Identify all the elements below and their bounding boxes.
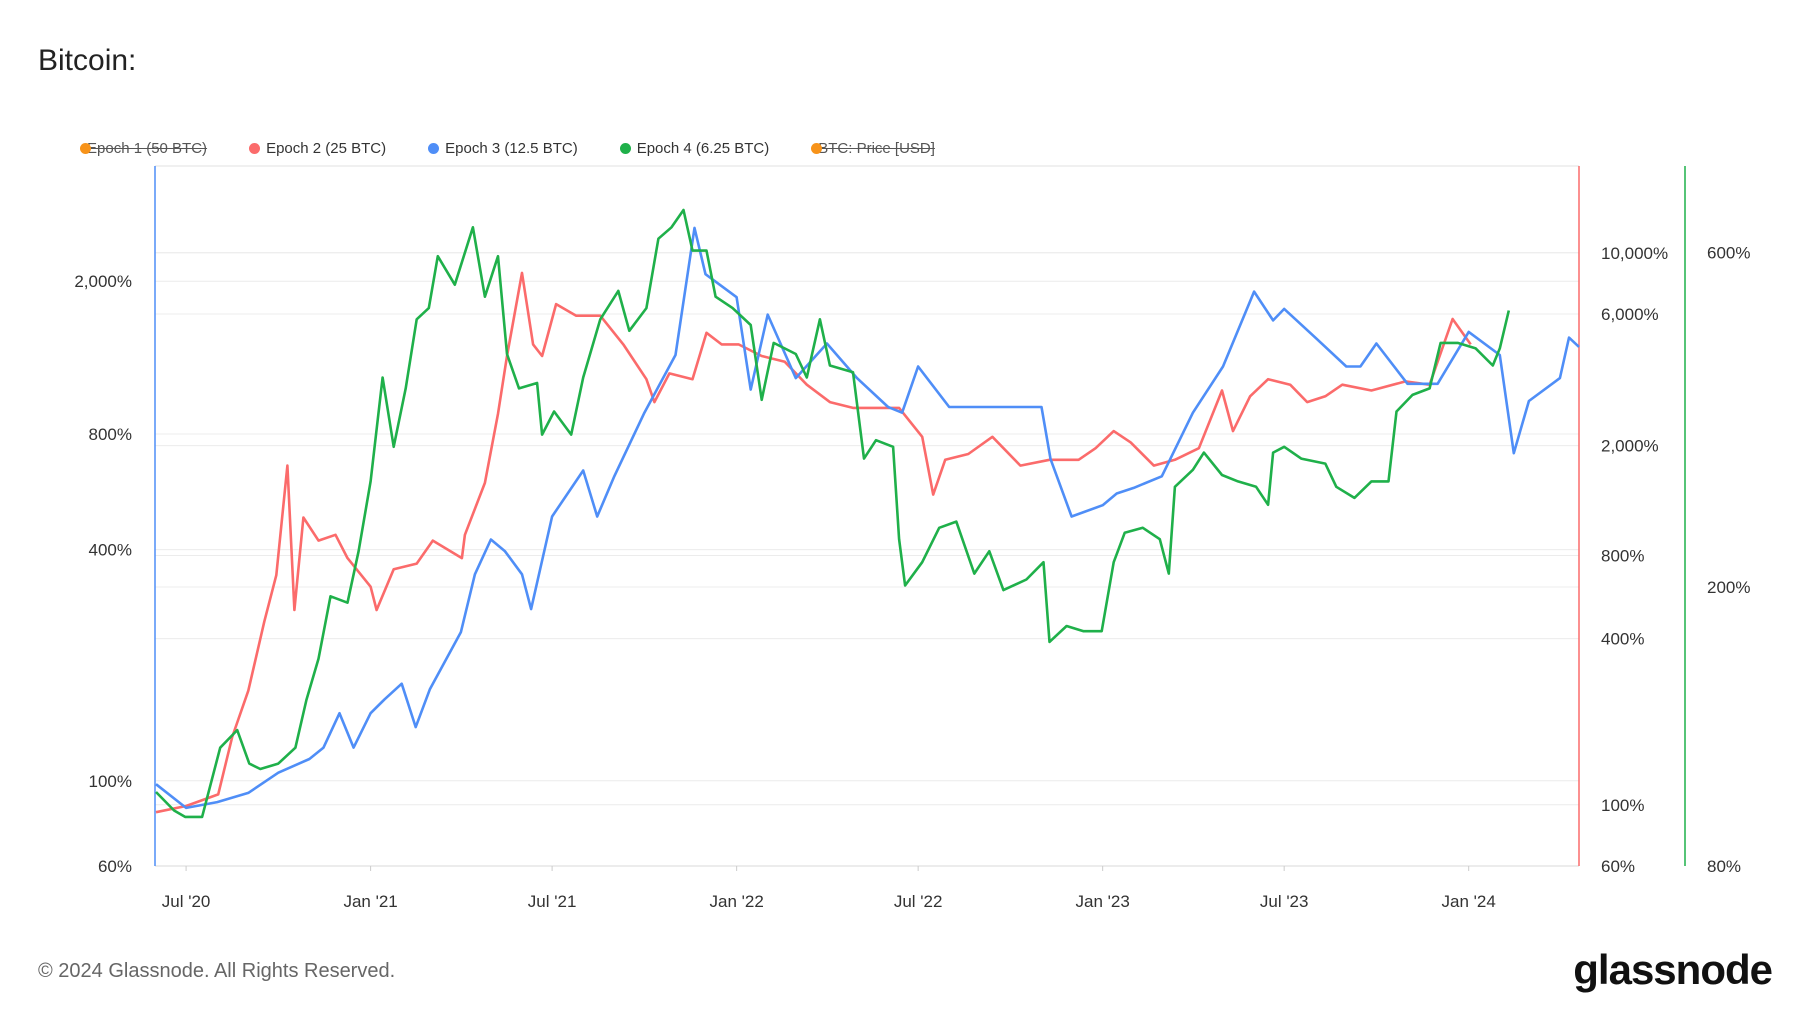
legend-item-epoch-4[interactable]: Epoch 4 (6.25 BTC) bbox=[619, 140, 769, 157]
x-tick-label: Jan '23 bbox=[1076, 892, 1130, 911]
legend-item-epoch-2[interactable]: Epoch 2 (25 BTC) bbox=[249, 140, 386, 157]
x-tick-label: Jul '22 bbox=[894, 892, 943, 911]
right2-tick-label: 600% bbox=[1707, 244, 1750, 263]
left-tick-label: 800% bbox=[89, 425, 132, 444]
x-tick-label: Jul '20 bbox=[162, 892, 211, 911]
right-tick-label: 2,000% bbox=[1601, 437, 1659, 456]
legend-dot-icon bbox=[811, 143, 823, 154]
legend-dot-icon bbox=[619, 143, 631, 154]
left-tick-label: 100% bbox=[89, 772, 132, 791]
legend: Epoch 1 (50 BTC) Epoch 2 (25 BTC) Epoch … bbox=[80, 140, 977, 157]
legend-item-btc-price[interactable]: BTC: Price [USD] bbox=[811, 140, 935, 157]
right-tick-label: 6,000% bbox=[1601, 305, 1659, 324]
legend-item-epoch-3[interactable]: Epoch 3 (12.5 BTC) bbox=[428, 140, 578, 157]
right2-tick-label: 80% bbox=[1707, 857, 1741, 876]
x-tick-label: Jan '22 bbox=[709, 892, 763, 911]
legend-item-epoch-1[interactable]: Epoch 1 (50 BTC) bbox=[80, 140, 207, 157]
copyright-footer: © 2024 Glassnode. All Rights Reserved. bbox=[38, 960, 396, 982]
glassnode-logo: glassnode bbox=[1573, 946, 1773, 993]
legend-dot-icon bbox=[80, 143, 91, 154]
x-tick-label: Jul '21 bbox=[528, 892, 577, 911]
right2-tick-label: 200% bbox=[1707, 578, 1750, 597]
left-tick-label: 400% bbox=[89, 541, 132, 560]
x-tick-label: Jan '24 bbox=[1442, 892, 1496, 911]
series-line-epoch-4-6-25-btc bbox=[155, 208, 1511, 819]
legend-dot-icon bbox=[249, 143, 261, 154]
right-tick-label: 10,000% bbox=[1601, 244, 1668, 263]
right-tick-label: 400% bbox=[1601, 630, 1644, 649]
legend-dot-icon bbox=[428, 143, 440, 154]
series-line-epoch-3-12-5-btc bbox=[155, 226, 1580, 810]
left-tick-label: 2,000% bbox=[74, 272, 132, 291]
left-tick-label: 60% bbox=[98, 857, 132, 876]
series-line-epoch-2-25-btc bbox=[155, 271, 1472, 814]
x-tick-label: Jan '21 bbox=[343, 892, 397, 911]
x-tick-label: Jul '23 bbox=[1260, 892, 1309, 911]
chart-title: Bitcoin: bbox=[38, 44, 137, 77]
right-tick-label: 100% bbox=[1601, 796, 1644, 815]
right-tick-label: 800% bbox=[1601, 547, 1644, 566]
right-tick-label: 60% bbox=[1601, 857, 1635, 876]
